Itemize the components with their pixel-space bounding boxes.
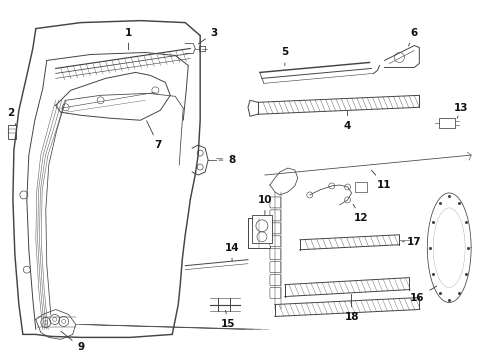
FancyBboxPatch shape (270, 249, 281, 260)
Text: 17: 17 (402, 237, 422, 247)
FancyBboxPatch shape (8, 125, 16, 139)
FancyBboxPatch shape (199, 45, 205, 51)
FancyBboxPatch shape (252, 215, 272, 243)
Text: 3: 3 (198, 28, 218, 44)
FancyBboxPatch shape (248, 218, 270, 248)
Text: 18: 18 (344, 294, 359, 323)
FancyBboxPatch shape (270, 275, 281, 285)
Text: 6: 6 (409, 28, 418, 46)
FancyBboxPatch shape (270, 223, 281, 234)
FancyBboxPatch shape (355, 182, 367, 192)
Text: 8: 8 (219, 155, 236, 165)
FancyBboxPatch shape (439, 118, 455, 128)
Text: 11: 11 (371, 170, 392, 190)
FancyBboxPatch shape (270, 197, 281, 208)
Text: 4: 4 (344, 111, 351, 131)
Text: 2: 2 (7, 108, 16, 125)
Text: 13: 13 (454, 103, 468, 118)
Text: 10: 10 (258, 195, 272, 215)
Text: 7: 7 (147, 121, 162, 150)
FancyBboxPatch shape (270, 210, 281, 221)
Text: 1: 1 (125, 28, 132, 50)
Text: 9: 9 (61, 331, 84, 352)
FancyBboxPatch shape (270, 236, 281, 247)
Text: 14: 14 (225, 243, 239, 261)
Text: 12: 12 (353, 204, 369, 223)
Text: 5: 5 (281, 48, 289, 66)
FancyBboxPatch shape (270, 288, 281, 298)
FancyBboxPatch shape (270, 262, 281, 273)
Text: 15: 15 (221, 310, 235, 329)
Text: 16: 16 (410, 286, 437, 302)
